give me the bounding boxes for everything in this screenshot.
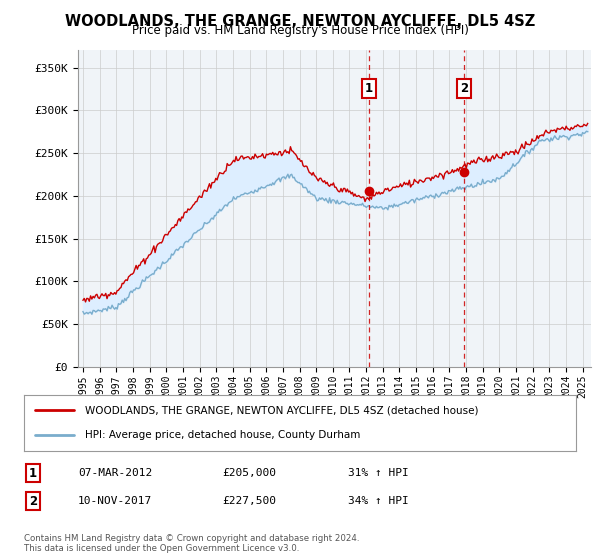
Text: Price paid vs. HM Land Registry's House Price Index (HPI): Price paid vs. HM Land Registry's House … xyxy=(131,24,469,37)
Text: 10-NOV-2017: 10-NOV-2017 xyxy=(78,496,152,506)
Text: HPI: Average price, detached house, County Durham: HPI: Average price, detached house, Coun… xyxy=(85,430,360,440)
Text: 1: 1 xyxy=(29,466,37,480)
Text: 07-MAR-2012: 07-MAR-2012 xyxy=(78,468,152,478)
Text: WOODLANDS, THE GRANGE, NEWTON AYCLIFFE, DL5 4SZ (detached house): WOODLANDS, THE GRANGE, NEWTON AYCLIFFE, … xyxy=(85,405,478,416)
Text: £205,000: £205,000 xyxy=(222,468,276,478)
Text: Contains HM Land Registry data © Crown copyright and database right 2024.
This d: Contains HM Land Registry data © Crown c… xyxy=(24,534,359,553)
Text: 31% ↑ HPI: 31% ↑ HPI xyxy=(348,468,409,478)
Text: 34% ↑ HPI: 34% ↑ HPI xyxy=(348,496,409,506)
Text: 2: 2 xyxy=(29,494,37,508)
Text: 2: 2 xyxy=(460,82,468,95)
Text: 1: 1 xyxy=(365,82,373,95)
Text: WOODLANDS, THE GRANGE, NEWTON AYCLIFFE, DL5 4SZ: WOODLANDS, THE GRANGE, NEWTON AYCLIFFE, … xyxy=(65,14,535,29)
Text: £227,500: £227,500 xyxy=(222,496,276,506)
